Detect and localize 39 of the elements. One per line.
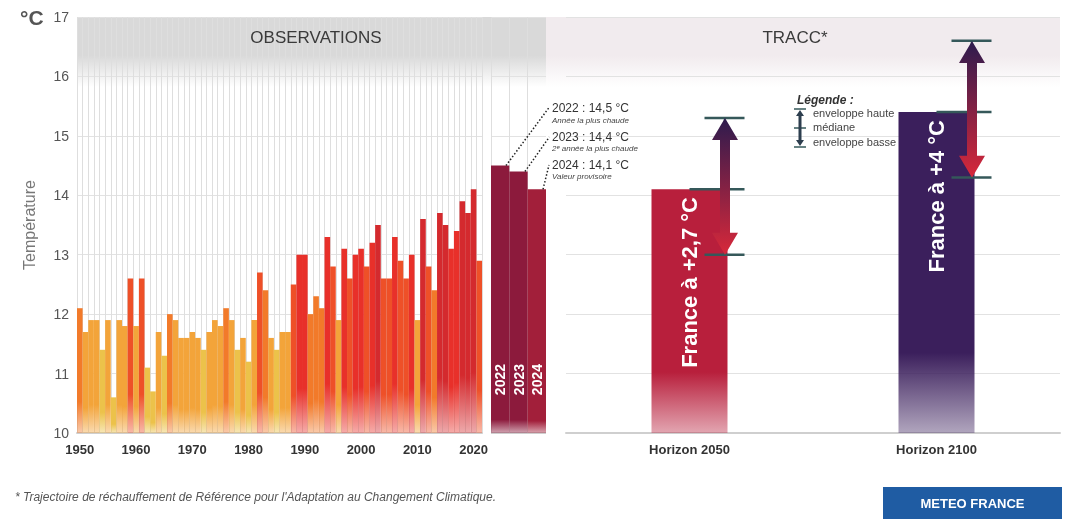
annotation: enveloppe basse (813, 136, 897, 150)
x-tick-label: 1950 (65, 442, 95, 457)
annotation: 2022 : 14,5 °C (552, 100, 629, 116)
text: * Trajectoire de réchauffement de Référence pour l'Adaptation au Changement Climatique. (15, 489, 497, 505)
annotation: France à +2,7 °C (676, 197, 702, 369)
x-tick-label: 1980 (234, 442, 264, 457)
annotation: Année la plus chaude (552, 116, 629, 126)
x-tick-label: 2020 (459, 442, 489, 457)
x-tick-label: 1970 (177, 442, 207, 457)
x-tick-label: 2023 (510, 363, 527, 395)
y-tick-label: 17 (53, 9, 70, 25)
y-tick-label: 14 (53, 187, 70, 204)
x-tick-label: Horizon 2100 (896, 442, 977, 457)
y-tick-label: 12 (53, 306, 70, 323)
x-tick-label: 1960 (121, 442, 151, 457)
text: OBSERVATIONS (250, 28, 382, 47)
annotation: médiane (813, 121, 856, 135)
y-tick-label: 15 (53, 127, 70, 144)
x-tick-label: 2000 (346, 442, 376, 457)
text: METEO FRANCE (883, 487, 1062, 519)
y-tick-label: 11 (54, 365, 70, 382)
annotation: 2ᵉ année la plus chaude (552, 144, 638, 154)
y-tick-label: 13 (53, 246, 70, 263)
x-tick-label: Horizon 2050 (649, 442, 730, 457)
y-tick-label: 10 (53, 425, 70, 441)
text: TRACC* (762, 28, 828, 47)
annotation: France à +4 °C (923, 120, 949, 273)
x-tick-label: 2010 (402, 442, 432, 457)
legend-title: Légende : (797, 92, 854, 108)
x-tick-label: 2024 (528, 363, 545, 395)
y-tick-label: 16 (53, 68, 70, 85)
text: °C (20, 5, 44, 31)
x-tick-label: 1990 (290, 442, 320, 457)
x-tick-label: 2022 (492, 363, 509, 395)
annotation: Valeur provisoire (552, 172, 612, 182)
annotation: 2024 : 14,1 °C (552, 157, 629, 173)
y-axis-title: Température (20, 179, 38, 270)
annotation: 2023 : 14,4 °C (552, 129, 629, 145)
annotation: enveloppe haute (813, 107, 895, 121)
